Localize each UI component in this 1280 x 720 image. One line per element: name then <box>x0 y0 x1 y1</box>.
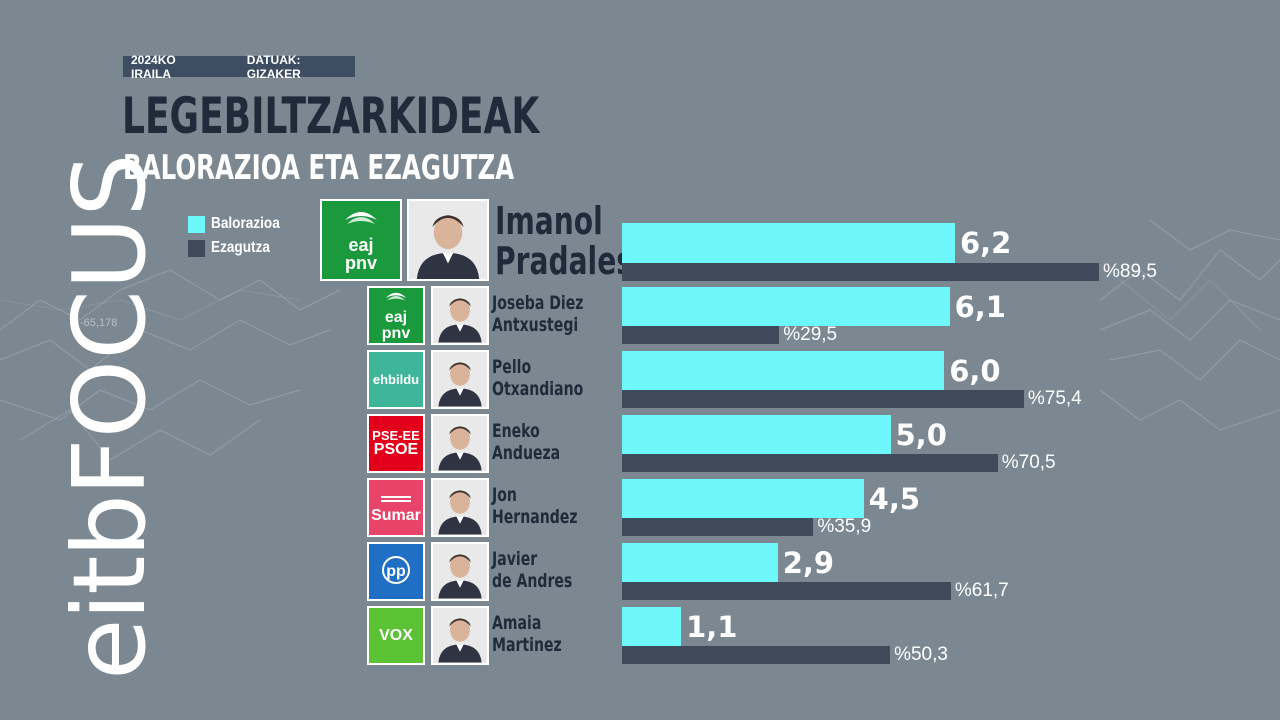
knowledge-label: %75,4 <box>1027 388 1082 409</box>
sumar-stripes-icon <box>381 492 411 508</box>
person-silhouette-icon <box>433 480 487 535</box>
candidate-last-name: Otxandiano <box>492 378 584 400</box>
party-logo: pp <box>367 542 425 601</box>
valuation-bar <box>622 351 945 390</box>
person-silhouette-icon <box>433 288 487 343</box>
knowledge-label: %89,5 <box>1103 261 1157 282</box>
knowledge-label: %50,3 <box>894 644 948 665</box>
knowledge-label: %61,7 <box>954 580 1009 601</box>
knowledge-label: %35,9 <box>817 516 872 537</box>
candidate-last-name: de Andres <box>492 570 573 592</box>
party-logo: eaj pnv <box>367 286 425 345</box>
party-logo: PSE-EE PSOE <box>367 414 425 473</box>
party-logo-text: pnv <box>381 324 411 342</box>
party-logo-text: pp <box>386 562 406 580</box>
party-logo-text: PSE-EE <box>372 428 420 443</box>
legend-label-valuation: Balorazioa <box>211 215 280 232</box>
candidate-photo <box>407 199 489 281</box>
party-logo-text: Sumar <box>371 506 421 524</box>
candidate-name: Joseba Diez Antxustegi <box>492 292 583 336</box>
person-silhouette-icon <box>433 352 487 407</box>
valuation-bar <box>622 479 864 518</box>
party-logo-text: pnv <box>344 253 377 273</box>
candidate-first-name: Eneko <box>492 420 540 442</box>
party-logo-text: eaj <box>348 235 374 255</box>
candidate-first-name: Pello <box>492 356 532 378</box>
candidate-name: Amaia Martinez <box>492 612 562 656</box>
candidate-name: Eneko Andueza <box>492 420 560 464</box>
candidate-name: Pello Otxandiano <box>492 356 583 400</box>
knowledge-bar <box>622 518 814 536</box>
person-silhouette-icon <box>433 416 487 471</box>
person-silhouette-icon <box>409 201 487 279</box>
knowledge-bar <box>622 390 1024 408</box>
candidate-photo <box>431 350 489 409</box>
candidate-photo <box>431 478 489 537</box>
party-logo-text: VOX <box>379 626 413 644</box>
source-tag: DATUAK: GIZAKER <box>246 52 301 81</box>
knowledge-bar <box>622 326 780 344</box>
legend-item-ezagutza: Ezagutza <box>188 236 292 260</box>
candidate-last-name: Andueza <box>492 442 561 464</box>
candidate-first-name: Jon <box>492 484 517 506</box>
background-number: -65,178 <box>80 317 117 329</box>
knowledge-bar <box>622 454 998 472</box>
valuation-label: 6,0 <box>949 354 1001 388</box>
candidate-photo <box>431 606 489 665</box>
candidate-name: Javier de Andres <box>492 548 572 592</box>
chart-legend: Balorazioa Ezagutza <box>188 212 292 260</box>
knowledge-label: %70,5 <box>1001 452 1056 473</box>
candidate-first-name: Javier <box>492 548 538 570</box>
valuation-bar <box>622 415 891 454</box>
candidate-name: Imanol Pradales <box>495 201 633 281</box>
legend-swatch-knowledge <box>188 239 205 257</box>
knowledge-bar <box>622 646 891 664</box>
pp-circle-icon <box>377 555 415 589</box>
valuation-label: 6,2 <box>959 226 1012 260</box>
candidate-name: Jon Hernandez <box>492 484 578 528</box>
valuation-bar <box>622 607 682 646</box>
valuation-label: 6,1 <box>954 290 1006 324</box>
candidate-last-name: Antxustegi <box>492 314 579 336</box>
valuation-bar <box>622 287 950 326</box>
knowledge-bar <box>622 582 951 600</box>
person-silhouette-icon <box>433 608 487 663</box>
candidate-last-name: Hernandez <box>492 506 578 528</box>
party-logo-text: eaj <box>384 308 408 326</box>
candidate-photo <box>431 414 489 473</box>
header-tags: 2024KO IRAILA DATUAK: GIZAKER <box>123 53 355 81</box>
legend-item-balorazioa: Balorazioa <box>188 212 292 236</box>
candidate-last-name: Martinez <box>492 634 562 656</box>
eitb-focus-logo: eitbFOCUS <box>51 153 168 680</box>
valuation-label: 4,5 <box>868 482 921 516</box>
candidate-first-name: Joseba Diez <box>492 292 584 314</box>
legend-label-knowledge: Ezagutza <box>211 239 270 256</box>
valuation-label: 5,0 <box>895 418 947 452</box>
candidate-photo <box>431 286 489 345</box>
candidate-first-name: Amaia <box>492 612 542 634</box>
chart-title: LEGEBILTZARKIDEAK <box>122 87 540 145</box>
party-logo: Sumar <box>367 478 425 537</box>
eaj-pnv-swirl-icon <box>383 290 409 310</box>
valuation-bar <box>622 223 955 263</box>
knowledge-label: %29,5 <box>783 324 838 345</box>
chart-subtitle: BALORAZIOA ETA EZAGUTZA <box>123 148 515 188</box>
candidate-last-name: Pradales <box>495 239 634 283</box>
valuation-label: 2,9 <box>782 546 835 580</box>
valuation-label: 1,1 <box>686 610 738 644</box>
party-logo-text: ehbildu <box>372 372 420 387</box>
party-logo: VOX <box>367 606 425 665</box>
knowledge-bar <box>622 263 1100 281</box>
valuation-bar <box>622 543 778 582</box>
date-tag: 2024KO IRAILA <box>131 52 176 81</box>
candidate-first-name: Imanol <box>495 199 603 243</box>
party-logo: ehbildu <box>367 350 425 409</box>
party-logo-text: PSOE <box>373 441 419 458</box>
candidate-photo <box>431 542 489 601</box>
party-logo: eaj pnv <box>320 199 402 281</box>
legend-swatch-valuation <box>188 215 205 233</box>
eaj-pnv-swirl-icon <box>341 208 381 236</box>
person-silhouette-icon <box>433 544 487 599</box>
